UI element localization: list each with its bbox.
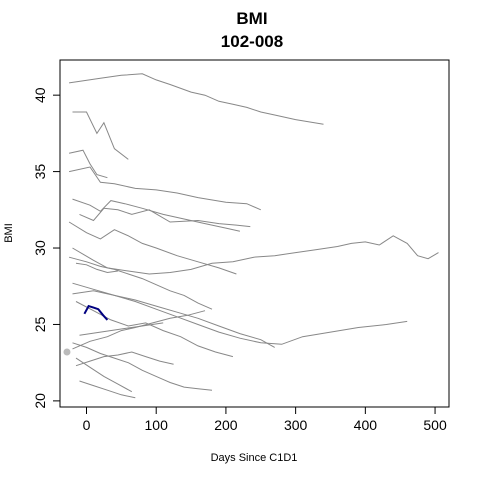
background-series-line-3 xyxy=(68,166,261,211)
x-tick-label: 0 xyxy=(83,417,91,433)
x-axis-label: Days Since C1D1 xyxy=(211,452,298,464)
background-series-line-5 xyxy=(72,198,241,232)
chart-title: BMI xyxy=(236,9,267,28)
y-tick-label: 30 xyxy=(32,240,48,256)
background-series-line-2 xyxy=(72,111,129,160)
x-tick-label: 500 xyxy=(423,417,447,433)
y-tick-label: 40 xyxy=(32,87,48,103)
x-tick-label: 100 xyxy=(145,417,169,433)
background-series-line-8 xyxy=(72,235,439,275)
background-series-line-16 xyxy=(79,380,136,399)
background-series-line-19 xyxy=(79,322,164,336)
baseline-point xyxy=(63,348,71,356)
highlight-series-group xyxy=(63,304,109,356)
x-axis: 0 100 200 300 400 500 xyxy=(83,406,447,433)
x-tick-label: 400 xyxy=(354,417,378,433)
background-series-line-7 xyxy=(68,221,237,275)
background-series-line-11 xyxy=(72,290,408,345)
y-tick-label: 20 xyxy=(32,393,48,409)
highlight-series-line xyxy=(83,304,109,321)
y-tick-label: 25 xyxy=(32,317,48,333)
y-axis-label: BMI xyxy=(3,223,15,243)
background-series-line-14 xyxy=(72,342,213,391)
x-tick-label: 200 xyxy=(214,417,238,433)
background-series-line-4 xyxy=(68,149,108,179)
x-tick-label: 300 xyxy=(284,417,308,433)
chart-subtitle: 102-008 xyxy=(221,32,283,51)
y-tick-label: 35 xyxy=(32,164,48,180)
background-series-line-17 xyxy=(75,351,174,367)
y-axis: 20 25 30 35 40 xyxy=(32,87,61,409)
background-series-line-15 xyxy=(75,357,133,393)
background-series-line-12 xyxy=(72,282,275,348)
background-series-line-6 xyxy=(79,207,251,228)
background-series-line-1 xyxy=(69,73,324,125)
background-series-line-10 xyxy=(75,262,118,274)
background-series-line-9 xyxy=(68,256,213,310)
